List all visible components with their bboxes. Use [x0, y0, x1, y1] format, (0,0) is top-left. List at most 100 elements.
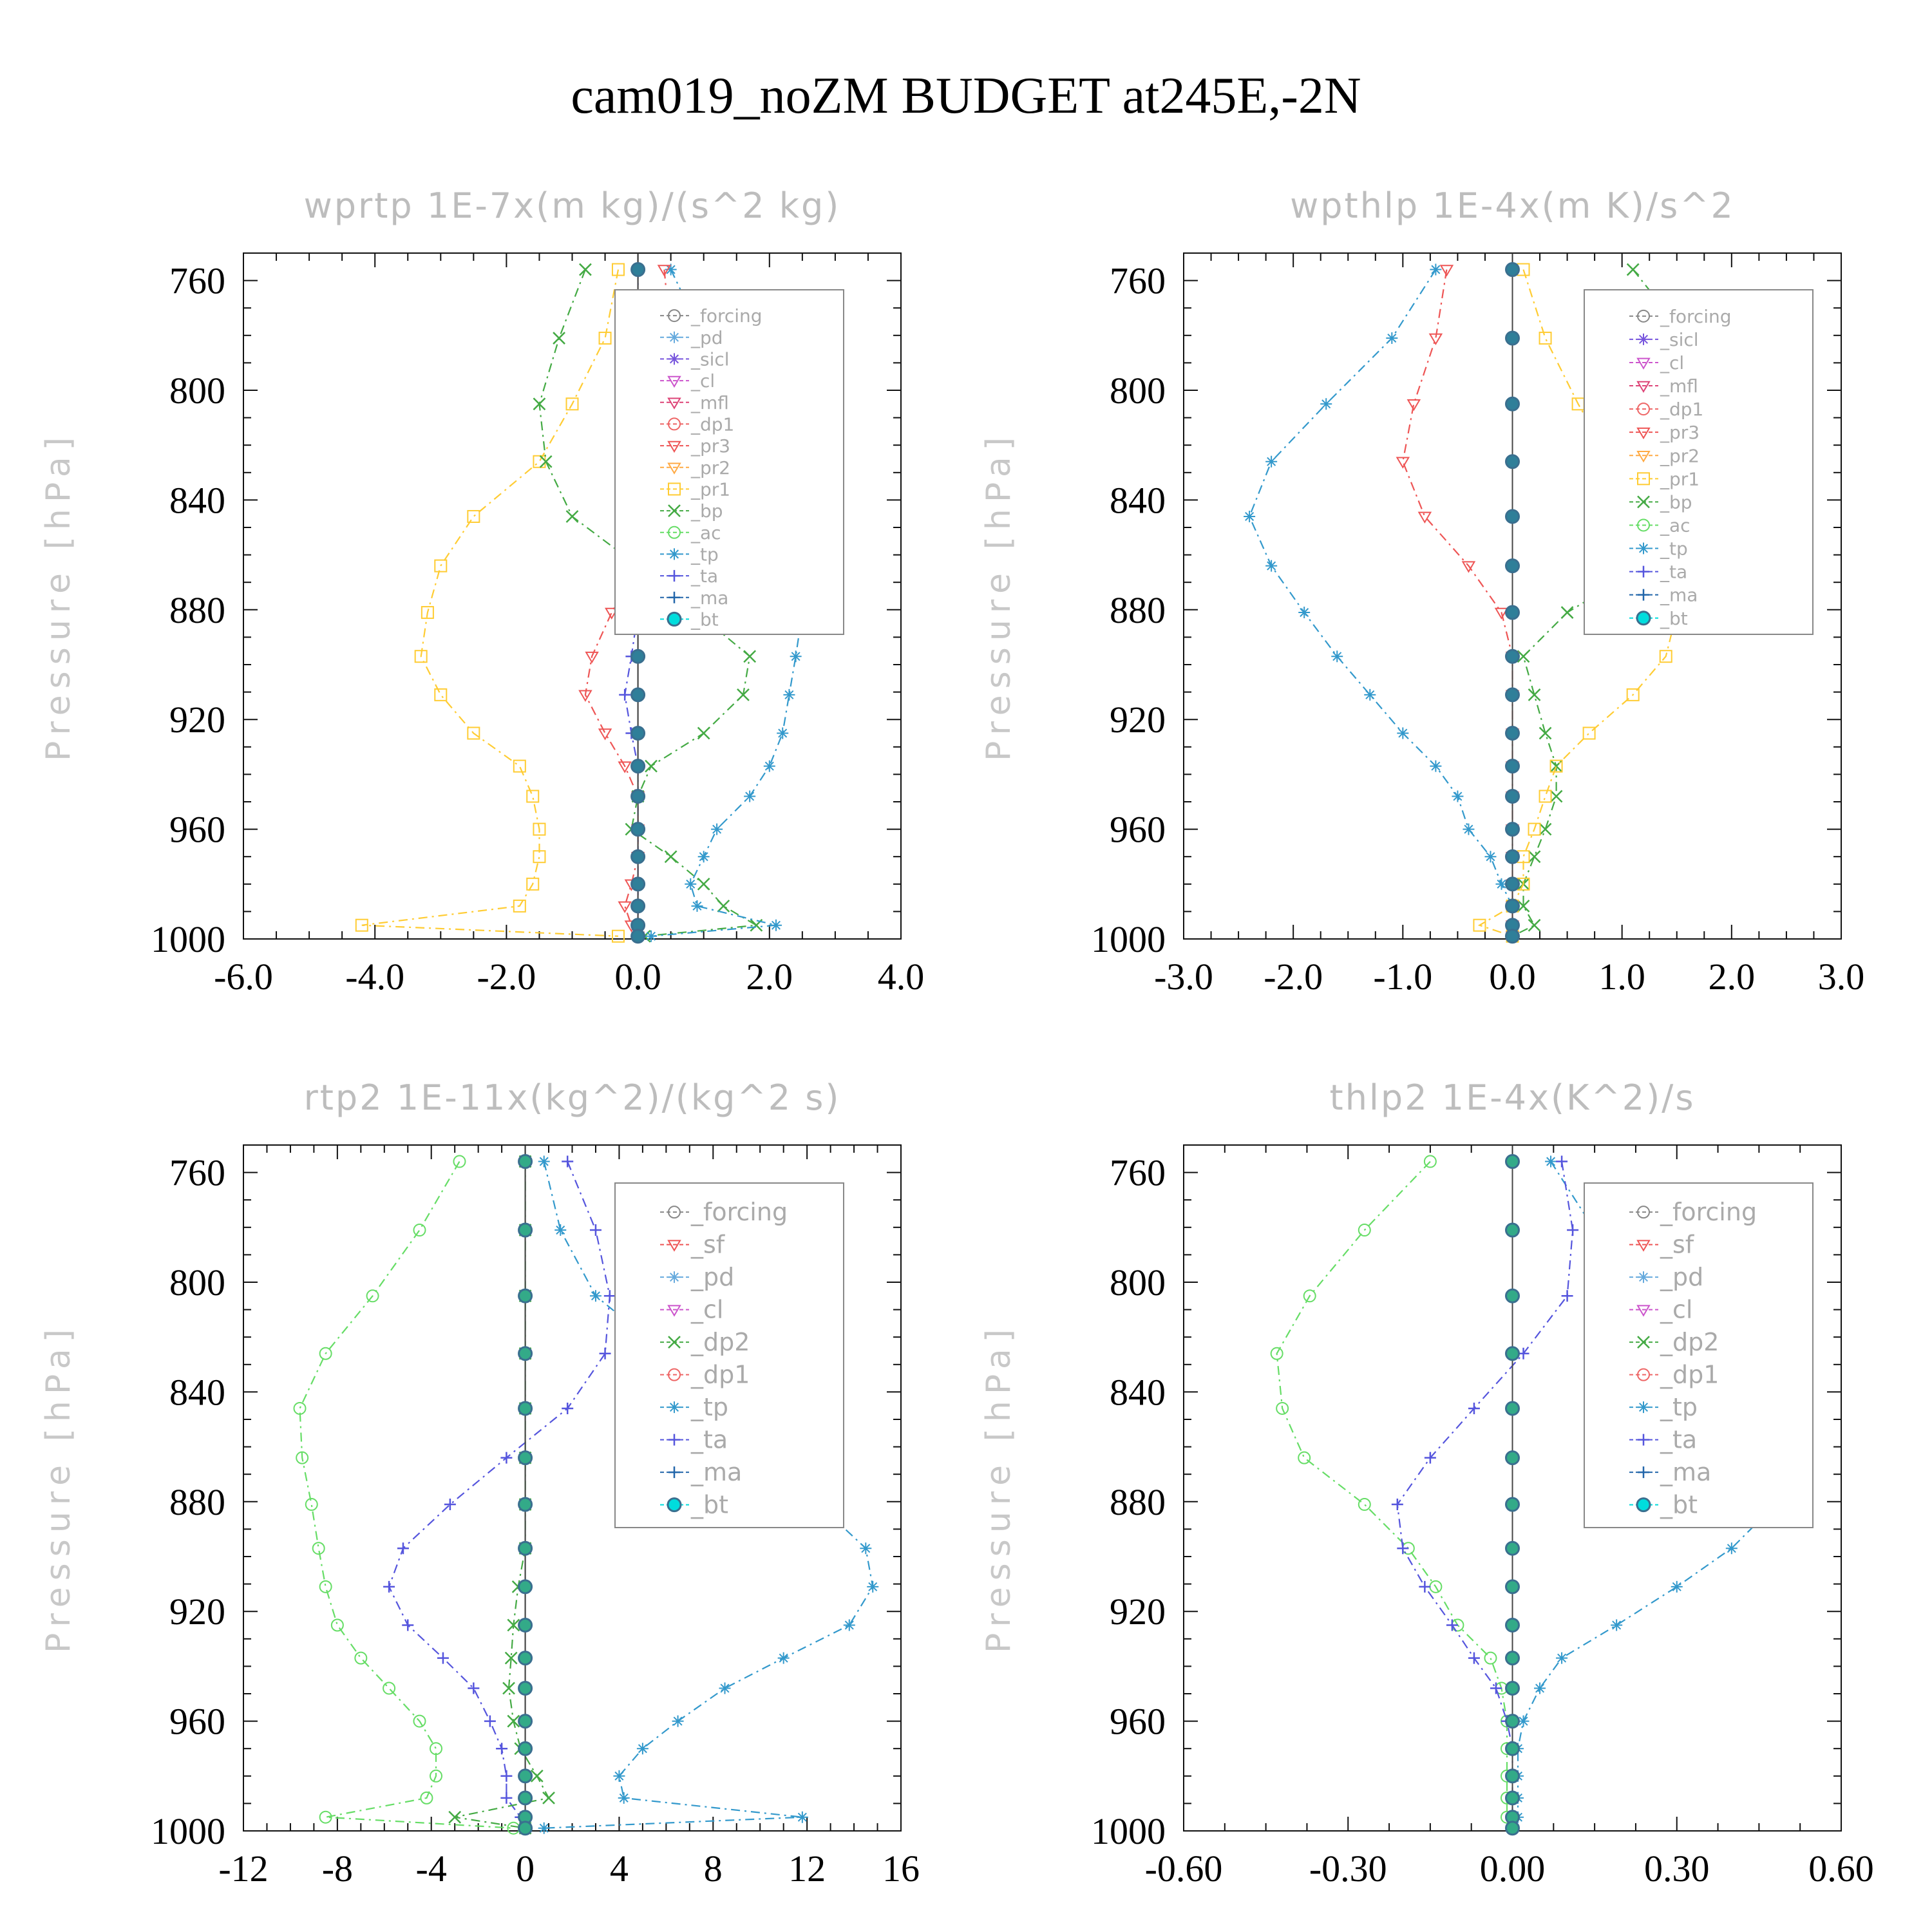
- data-point: [518, 1222, 533, 1238]
- series-ta: [383, 1155, 616, 1834]
- legend-item: _mfl: [660, 392, 729, 413]
- data-point: [1505, 1790, 1520, 1806]
- data-point: [630, 929, 646, 944]
- y-tick-label: 880: [1110, 589, 1166, 631]
- data-point: [1505, 1680, 1520, 1696]
- data-point: [630, 898, 646, 914]
- data-point: [1505, 1288, 1520, 1303]
- data-point: [513, 899, 526, 913]
- x-tick-label: 12: [788, 1848, 826, 1889]
- legend-item: _ma: [660, 587, 728, 609]
- data-point: [1556, 1652, 1568, 1664]
- legend-marker: [667, 462, 681, 475]
- panel-thlp2: thlp2 1E-4x(K^2)/s 760 800 840 880 920 960 1000…: [980, 1077, 1874, 1889]
- data-point: [504, 1651, 518, 1665]
- y-tick-label: 960: [169, 1701, 225, 1743]
- legend-item: _bt: [1629, 1491, 1698, 1519]
- data-point: [496, 1743, 508, 1755]
- legend-label: _dp1: [690, 1361, 750, 1389]
- legend-label: _pr3: [690, 435, 730, 457]
- data-point: [1539, 790, 1552, 803]
- legend-item: _cl: [660, 370, 715, 392]
- legend-label: _ta: [690, 1426, 728, 1454]
- legend-marker: [668, 309, 681, 323]
- legend-marker: [1637, 1206, 1650, 1219]
- data-point: [1505, 1651, 1520, 1666]
- data-point: [1463, 823, 1475, 835]
- legend-marker: [668, 504, 681, 517]
- data-point: [770, 919, 782, 931]
- data-point: [538, 1155, 550, 1168]
- data-point: [402, 1619, 414, 1631]
- legend-item: _sicl: [1629, 329, 1699, 350]
- data-point: [1419, 1580, 1431, 1593]
- data-point: [599, 1347, 611, 1359]
- data-point: [1505, 1497, 1520, 1512]
- data-point: [697, 851, 710, 863]
- data-point: [397, 1542, 409, 1555]
- data-point: [1505, 1618, 1520, 1633]
- legend: _forcing _sf _pd _cl _dp2 _dp1 _tp _ta _ma _bt: [614, 1182, 844, 1528]
- legend-marker: [1638, 589, 1649, 601]
- data-point: [697, 726, 710, 740]
- data-point: [578, 690, 592, 702]
- data-point: [518, 1346, 533, 1361]
- legend-item: _pr2: [1629, 445, 1700, 466]
- y-tick-label: 800: [169, 370, 225, 412]
- data-point: [444, 1499, 456, 1511]
- x-tick-label: 4: [610, 1848, 629, 1889]
- data-point: [513, 759, 526, 773]
- legend-label: _sicl: [690, 348, 730, 370]
- legend-label: _pd: [1660, 1263, 1703, 1291]
- series-line: [454, 1161, 550, 1829]
- data-point: [843, 1619, 855, 1631]
- data-point: [598, 332, 612, 345]
- legend-item: _cl: [1629, 1296, 1692, 1324]
- x-tick-label: 0: [516, 1848, 535, 1889]
- series-dp1: [1270, 1155, 1519, 1835]
- panel-title: wpthlp 1E-4x(m K)/s^2: [1290, 185, 1735, 226]
- data-point: [1358, 1498, 1371, 1511]
- x-tick-label: -1.0: [1373, 956, 1432, 998]
- legend-item: _bt: [660, 1491, 728, 1519]
- data-point: [1495, 878, 1508, 890]
- data-point: [664, 850, 677, 864]
- panel-wpthlp: wpthlp 1E-4x(m K)/s^2 760 800 840 880 920 960 1…: [980, 185, 1864, 998]
- y-tick-label: 760: [169, 260, 225, 302]
- data-point: [783, 688, 795, 701]
- legend-label: _cl: [690, 1296, 723, 1324]
- x-tick-label: 0.0: [1489, 956, 1536, 998]
- data-point: [613, 1770, 625, 1782]
- series-pr3: [1396, 265, 1520, 943]
- legend-item: _pd: [660, 327, 723, 348]
- legend-item: _bp: [660, 500, 723, 522]
- data-point: [413, 1224, 426, 1237]
- data-point: [502, 1681, 515, 1695]
- series-pr1: [355, 263, 625, 943]
- x-tick-label: 16: [882, 1848, 920, 1889]
- legend-label: _forcing: [1660, 306, 1732, 327]
- data-point: [743, 650, 757, 663]
- legend-marker: [668, 331, 680, 343]
- data-point: [1505, 1154, 1520, 1170]
- legend-marker: [1637, 518, 1650, 532]
- legend-marker: [1636, 450, 1651, 463]
- data-point: [1265, 455, 1278, 468]
- legend-marker: [1637, 495, 1650, 509]
- data-point: [565, 510, 579, 523]
- data-point: [1671, 1580, 1683, 1593]
- legend-label: _bp: [690, 500, 723, 522]
- data-point: [319, 1810, 332, 1824]
- data-point: [1265, 560, 1278, 572]
- data-point: [618, 761, 632, 773]
- legend-item: _dp1: [1629, 399, 1703, 420]
- data-point: [420, 1791, 433, 1804]
- data-point: [518, 1714, 533, 1729]
- data-point: [1534, 1682, 1546, 1694]
- y-tick-label: 920: [1110, 699, 1166, 741]
- data-point: [1276, 1401, 1289, 1415]
- data-point: [630, 822, 646, 837]
- data-point: [1505, 330, 1520, 346]
- legend-item: _bt: [660, 609, 719, 630]
- data-point: [421, 606, 434, 620]
